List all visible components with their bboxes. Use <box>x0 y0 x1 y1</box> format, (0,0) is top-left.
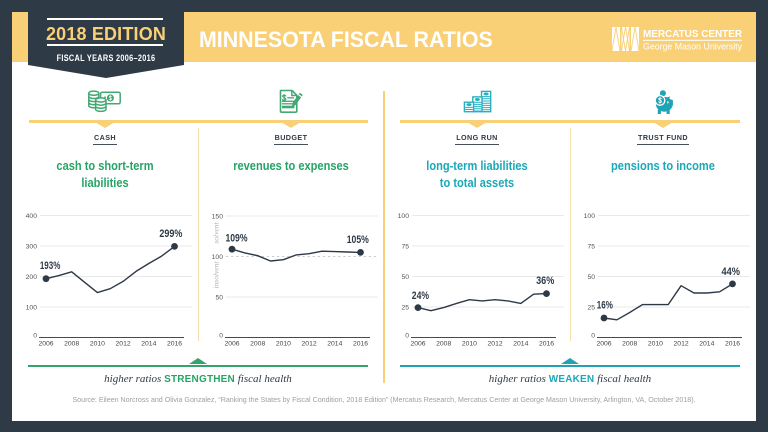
svg-text:0: 0 <box>405 333 409 340</box>
svg-text:insolvent: insolvent <box>212 261 221 289</box>
svg-text:2006: 2006 <box>596 341 611 348</box>
svg-text:2012: 2012 <box>302 341 317 348</box>
svg-text:2010: 2010 <box>90 341 105 348</box>
svg-text:2014: 2014 <box>699 341 714 348</box>
svg-text:100: 100 <box>212 254 224 261</box>
svg-text:2010: 2010 <box>648 341 663 348</box>
svg-text:MERCATUS CENTER: MERCATUS CENTER <box>643 28 742 40</box>
svg-text:2010: 2010 <box>462 341 477 348</box>
svg-text:100: 100 <box>584 213 596 220</box>
svg-text:0: 0 <box>591 333 595 340</box>
svg-text:2014: 2014 <box>327 341 342 348</box>
svg-text:400: 400 <box>26 213 38 220</box>
svg-text:75: 75 <box>587 244 595 251</box>
svg-text:105%: 105% <box>347 234 369 246</box>
svg-text:2012: 2012 <box>674 341 689 348</box>
svg-text:25: 25 <box>401 305 409 312</box>
svg-text:75: 75 <box>401 244 409 251</box>
svg-text:2014: 2014 <box>513 341 528 348</box>
svg-text:100: 100 <box>398 213 410 220</box>
svg-text:2008: 2008 <box>436 341 451 348</box>
svg-text:200: 200 <box>26 274 38 281</box>
svg-text:109%: 109% <box>225 233 247 245</box>
svg-text:100: 100 <box>26 305 38 312</box>
svg-text:0: 0 <box>219 333 223 340</box>
svg-text:44%: 44% <box>721 266 740 278</box>
svg-text:2008: 2008 <box>64 341 79 348</box>
svg-text:2012: 2012 <box>488 341 503 348</box>
svg-text:2010: 2010 <box>276 341 291 348</box>
svg-text:2008: 2008 <box>622 341 637 348</box>
svg-text:36%: 36% <box>536 275 555 287</box>
svg-text:193%: 193% <box>40 260 61 272</box>
svg-text:50: 50 <box>401 274 409 281</box>
svg-text:George Mason University: George Mason University <box>643 42 742 53</box>
svg-text:2014: 2014 <box>141 341 156 348</box>
svg-text:2016: 2016 <box>539 341 554 348</box>
svg-text:299%: 299% <box>159 228 182 240</box>
svg-text:2016: 2016 <box>167 341 182 348</box>
svg-text:0: 0 <box>33 333 37 340</box>
svg-text:2016: 2016 <box>353 341 368 348</box>
svg-text:50: 50 <box>587 274 595 281</box>
svg-text:2006: 2006 <box>38 341 53 348</box>
svg-text:25: 25 <box>587 305 595 312</box>
svg-text:2016: 2016 <box>725 341 740 348</box>
svg-text:2008: 2008 <box>250 341 265 348</box>
svg-text:50: 50 <box>215 295 223 302</box>
svg-text:16%: 16% <box>597 300 613 312</box>
svg-text:2006: 2006 <box>224 341 239 348</box>
svg-text:24%: 24% <box>412 290 430 302</box>
svg-text:solvent: solvent <box>212 221 221 243</box>
svg-text:2006: 2006 <box>410 341 425 348</box>
svg-text:300: 300 <box>26 244 38 251</box>
svg-text:2012: 2012 <box>116 341 131 348</box>
svg-text:150: 150 <box>212 214 224 221</box>
